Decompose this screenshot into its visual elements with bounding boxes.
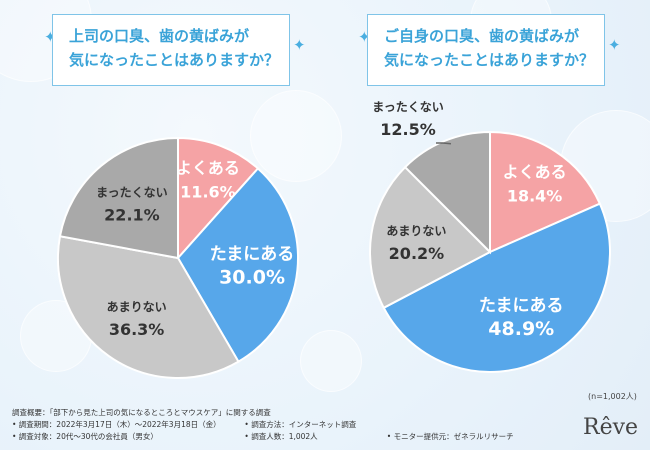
slice-value-label: 36.3% (109, 320, 165, 339)
chart-title-line: 気になったことはありますか？ (384, 51, 595, 69)
chart-title-line: 上司の口臭、歯の黄ばみが (69, 27, 250, 45)
survey-summary: 調査概要：「部下から見た上司の気になるところとマウスケア」に関する調査 (12, 408, 271, 417)
pie-slice (176, 167, 299, 364)
chart-title-line: 気になったことはありますか？ (69, 51, 280, 69)
slice-value-label: 11.6% (180, 183, 236, 202)
slice-category-label: よくある (176, 159, 240, 178)
slice-category-label: まったくない (372, 100, 444, 114)
pie-slice (382, 202, 611, 373)
pie-slice (403, 130, 491, 255)
slice-value-label: 18.4% (507, 187, 563, 206)
slice-value-label: 12.5% (380, 120, 436, 139)
sparkle-icon: ✦ (608, 36, 621, 54)
sample-size-note: (n=1,002人) (588, 392, 637, 401)
slice-category-label: あまりない (386, 224, 446, 238)
pie-slice (58, 136, 179, 260)
survey-footer: 調査概要：「部下から見た上司の気になるところとマウスケア」に関する調査 • 調査… (12, 407, 514, 443)
survey-period: • 調査期間：2022年3月17日（木）〜2022年3月18日（金） (12, 420, 221, 429)
chart-title-line: ご自身の口臭、歯の黄ばみが (384, 27, 580, 45)
pie-slice (57, 235, 240, 379)
survey-method: • 調査方法：インターネット調査 (244, 420, 357, 429)
chart-title-right: ご自身の口臭、歯の黄ばみが 気になったことはありますか？ (367, 14, 605, 86)
sparkle-icon: ✦ (293, 36, 306, 54)
chart-title-left: 上司の口臭、歯の黄ばみが 気になったことはありますか？ (52, 14, 290, 86)
slice-value-label: 22.1% (104, 206, 160, 225)
leader-line (436, 142, 452, 145)
background-bubble (250, 90, 342, 182)
slice-value-label: 48.9% (488, 318, 554, 340)
survey-provider: • モニター提供元：ゼネラルリサーチ (386, 432, 514, 441)
pie-slice (489, 130, 602, 254)
slice-category-label: よくある (503, 163, 567, 182)
slice-category-label: まったくない (96, 186, 168, 200)
reve-logo: Rêve (583, 415, 639, 440)
slice-value-label: 20.2% (389, 244, 445, 263)
pie-slice (177, 136, 260, 261)
background-bubble (300, 330, 362, 392)
slice-category-label: たまにある (210, 244, 295, 264)
survey-count: • 調査人数：1,002人 (244, 432, 318, 441)
pie-slice (369, 165, 492, 310)
slice-value-label: 30.0% (219, 266, 285, 288)
survey-target: • 調査対象：20代〜30代の会社員（男女） (12, 432, 158, 441)
slice-category-label: あまりない (107, 300, 167, 314)
slice-category-label: たまにある (479, 296, 564, 316)
